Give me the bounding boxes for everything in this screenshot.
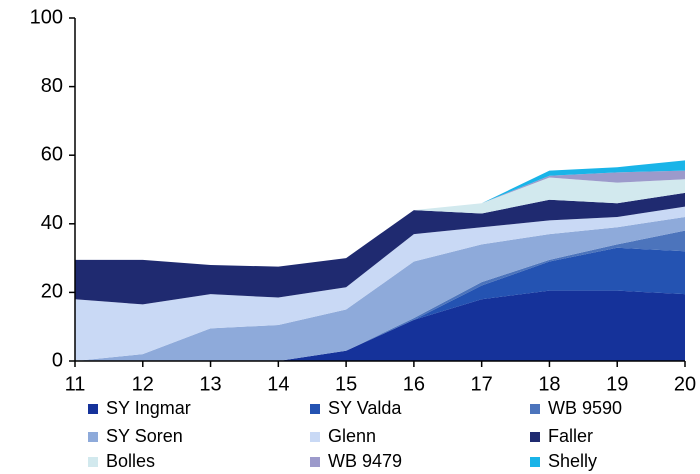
- x-tick-label: 19: [606, 373, 628, 395]
- x-tick-label: 18: [538, 373, 560, 395]
- area: [75, 192, 685, 305]
- area: [75, 170, 685, 267]
- legend-label: SY Soren: [106, 426, 183, 446]
- y-tick-label: 100: [30, 6, 63, 28]
- area: [75, 247, 685, 361]
- legend-swatch: [88, 432, 98, 442]
- legend-swatch: [530, 404, 540, 414]
- legend-swatch: [310, 432, 320, 442]
- y-tick-label: 40: [41, 212, 63, 234]
- x-tick-label: 13: [199, 373, 221, 395]
- legend-label: SY Valda: [328, 398, 402, 418]
- x-tick-label: 20: [674, 373, 696, 395]
- legend-swatch: [88, 404, 98, 414]
- y-tick-label: 20: [41, 281, 63, 303]
- x-tick-label: 16: [403, 373, 425, 395]
- area: [75, 160, 685, 267]
- legend-label: SY Ingmar: [106, 398, 191, 418]
- area: [75, 290, 685, 361]
- legend-label: Glenn: [328, 426, 376, 446]
- x-tick-label: 12: [132, 373, 154, 395]
- area: [75, 177, 685, 267]
- area: [75, 206, 685, 361]
- x-tick-label: 15: [335, 373, 357, 395]
- legend-label: WB 9479: [328, 451, 402, 471]
- x-tick-label: 17: [471, 373, 493, 395]
- area: [75, 216, 685, 361]
- legend-swatch: [88, 457, 98, 467]
- legend-label: WB 9590: [548, 398, 622, 418]
- legend-swatch: [530, 457, 540, 467]
- area: [75, 230, 685, 361]
- y-tick-label: 60: [41, 143, 63, 165]
- x-tick-label: 14: [267, 373, 289, 395]
- legend-label: Shelly: [548, 451, 597, 471]
- legend-label: Faller: [548, 426, 593, 446]
- legend-label: Bolles: [106, 451, 155, 471]
- y-tick-label: 0: [52, 349, 63, 371]
- legend-swatch: [310, 404, 320, 414]
- x-tick-label: 11: [65, 373, 86, 395]
- y-tick-label: 80: [41, 75, 63, 97]
- legend-swatch: [310, 457, 320, 467]
- legend-swatch: [530, 432, 540, 442]
